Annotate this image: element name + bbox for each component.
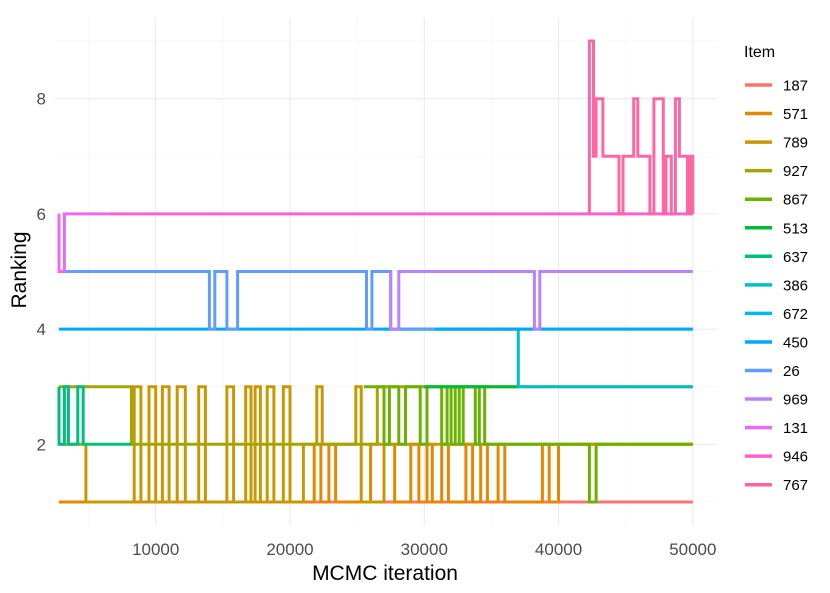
trace-line-571	[59, 442, 693, 504]
legend-label-767: 767	[783, 477, 808, 494]
legend-item-571: 571	[745, 106, 808, 123]
legend: Item 187 571 789 927 867 513 637 386 672 450 26 969…	[744, 44, 808, 494]
legend-item-672: 672	[745, 306, 808, 323]
trace-lines	[57, 39, 695, 504]
trace-line-969	[389, 270, 693, 331]
legend-label-789: 789	[783, 135, 808, 152]
x-axis-ticks: 10000 20000 30000 40000 50000	[132, 540, 716, 559]
legend-item-513: 513	[745, 220, 808, 237]
legend-item-386: 386	[745, 277, 808, 294]
y-tick-label: 8	[37, 90, 46, 109]
legend-item-131: 131	[745, 420, 808, 437]
x-tick-label: 40000	[535, 540, 582, 559]
legend-item-26: 26	[745, 363, 800, 380]
legend-item-946: 946	[745, 449, 808, 466]
legend-label-969: 969	[783, 392, 808, 409]
x-tick-label: 20000	[266, 540, 313, 559]
trace-line-767	[587, 39, 695, 216]
trace-line-131	[57, 212, 109, 273]
legend-title: Item	[744, 44, 775, 61]
x-tick-label: 50000	[669, 540, 716, 559]
trace-line-386	[435, 327, 693, 389]
legend-label-187: 187	[783, 78, 808, 95]
legend-item-767: 767	[745, 477, 808, 494]
legend-label-571: 571	[783, 106, 808, 123]
legend-item-867: 867	[745, 192, 808, 209]
y-tick-label: 6	[37, 205, 46, 224]
x-axis-title: MCMC iteration	[312, 562, 458, 585]
legend-label-946: 946	[783, 449, 808, 466]
trace-line-26	[59, 270, 435, 331]
x-tick-label: 10000	[132, 540, 179, 559]
legend-label-672: 672	[783, 306, 808, 323]
trace-line-867	[363, 385, 693, 504]
legend-label-26: 26	[783, 363, 800, 380]
legend-item-450: 450	[745, 334, 808, 351]
legend-label-513: 513	[783, 220, 808, 237]
legend-label-131: 131	[783, 420, 808, 437]
y-tick-label: 2	[37, 435, 46, 454]
legend-item-187: 187	[745, 78, 808, 95]
x-tick-label: 30000	[401, 540, 448, 559]
y-tick-label: 4	[37, 320, 46, 339]
legend-label-927: 927	[783, 163, 808, 180]
trace-line-927	[59, 385, 693, 446]
legend-item-927: 927	[745, 163, 808, 180]
legend-label-867: 867	[783, 192, 808, 209]
legend-label-450: 450	[783, 334, 808, 351]
legend-item-789: 789	[745, 135, 808, 152]
legend-item-969: 969	[745, 392, 808, 409]
trace-line-637	[57, 385, 132, 446]
legend-label-637: 637	[783, 249, 808, 266]
y-axis-title: Ranking	[8, 231, 31, 308]
legend-label-386: 386	[783, 277, 808, 294]
legend-item-637: 637	[745, 249, 808, 266]
y-axis-ticks: 2 4 6 8	[37, 90, 46, 455]
